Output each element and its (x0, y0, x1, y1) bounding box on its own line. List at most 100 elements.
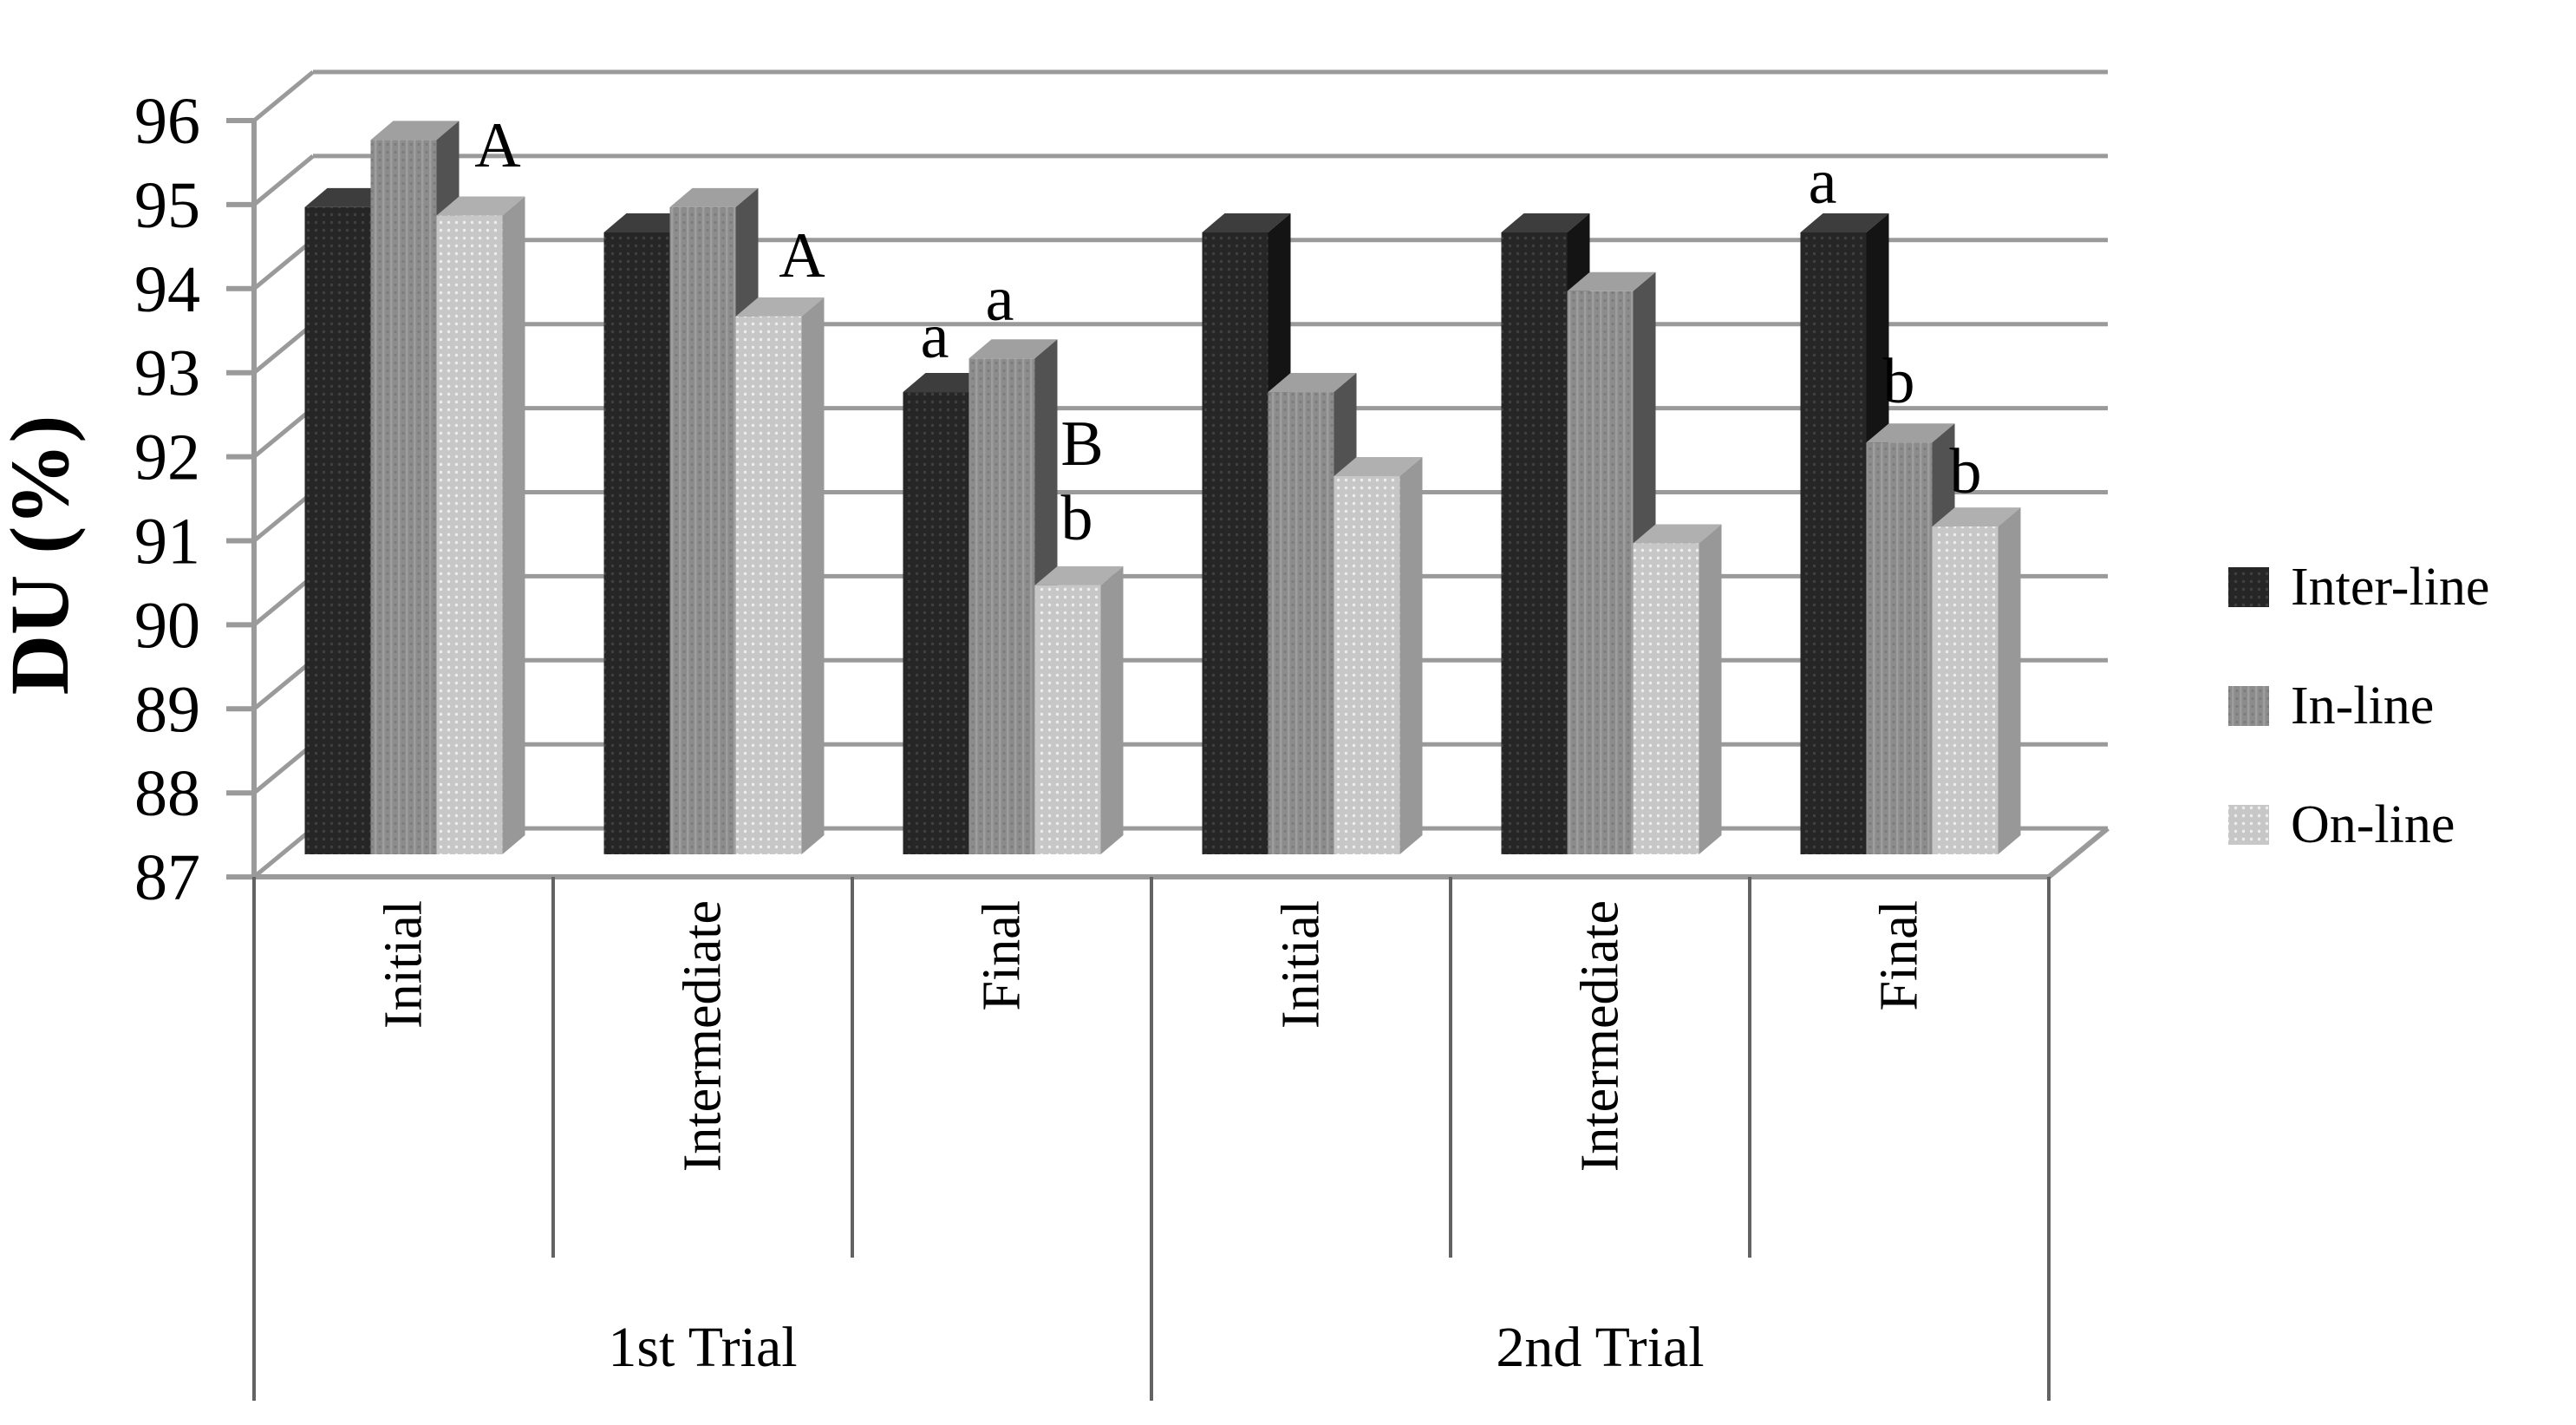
bar-in-line-g6-top (1866, 423, 1955, 443)
legend-label-on-line: On-line (2291, 795, 2455, 854)
bar-inter-line-g1-front (304, 206, 371, 854)
annotation-a-4: a (986, 264, 1014, 335)
y-tick-label-87: 87 (134, 841, 200, 914)
bar-in-line-g3-front (968, 358, 1035, 854)
annotation-b-8: b (1883, 346, 1915, 417)
legend-item-in-line: In-line (2228, 677, 2434, 735)
category-axis: Initial Intermediate Final Initial Intermedi… (252, 877, 2051, 1401)
category-label-initial-4: Initial (1272, 900, 1331, 1029)
legend-label-in-line: In-line (2291, 677, 2434, 735)
bar-in-line-g2-top (669, 187, 759, 207)
category-label-final-6: Final (1870, 900, 1929, 1010)
bar-on-line-g4-front (1334, 475, 1400, 854)
bar-on-line-g5-front (1633, 543, 1699, 854)
bar-on-line-g3-front (1034, 585, 1101, 854)
category-label-intermediate-5: Intermediate (1571, 900, 1630, 1172)
legend-swatch-in-line (2228, 686, 2269, 726)
bar-on-line-g5-top (1633, 524, 1722, 544)
legend: Inter-line In-line On-line (2228, 558, 2489, 854)
annotation-a-7: a (1809, 147, 1837, 218)
bar-inter-line-g2-front (603, 232, 670, 854)
bar-inter-line-g4-front (1202, 232, 1268, 854)
bar-group-6 (1800, 212, 2021, 854)
y-axis-title: DU (%) (0, 415, 86, 696)
bar-in-line-g5-top (1567, 271, 1656, 291)
bar-group-1 (304, 121, 525, 855)
annotation-B-5: B (1060, 409, 1103, 480)
bar-on-line-g4 (1334, 456, 1423, 854)
y-tick-label-92: 92 (134, 422, 200, 494)
gridline-slant-94 (252, 238, 315, 291)
annotation-b-9: b (1950, 436, 1982, 507)
bar-in-line-g5-front (1567, 291, 1634, 854)
y-tick-label-96: 96 (134, 85, 200, 158)
category-label-intermediate-2: Intermediate (674, 900, 733, 1172)
bar-in-line-g1-front (370, 140, 437, 855)
gridline-slant-89 (252, 658, 315, 711)
bar-on-line-g3 (1034, 565, 1124, 854)
bar-on-line-g2-front (735, 316, 802, 855)
bar-inter-line-g3-front (903, 392, 969, 854)
gridline-slant-96 (252, 70, 315, 122)
annotation-A-2: A (779, 220, 825, 291)
gridline-slant-90 (252, 574, 315, 627)
annotation-b-6: b (1061, 483, 1093, 554)
bar-on-line-g3-side (1100, 565, 1124, 854)
bars (304, 121, 2021, 855)
bar-on-line-g1-side (502, 196, 525, 854)
bar-on-line-g2-top (735, 297, 825, 317)
annotation-A-1: A (474, 110, 520, 181)
bar-in-line-g3-top (968, 339, 1058, 359)
bar-on-line-g4-side (1399, 456, 1423, 854)
bar-group-3 (903, 339, 1124, 854)
bar-in-line-g2-front (669, 206, 736, 854)
bar-group-2 (603, 187, 825, 855)
bar-in-line-g4-front (1268, 392, 1334, 854)
bar-on-line-g6-side (1998, 507, 2021, 854)
bar-on-line-g4-top (1334, 456, 1423, 476)
y-tick-label-94: 94 (134, 253, 200, 326)
gridline-slant-91 (252, 490, 315, 543)
category-label-initial-1: Initial (375, 900, 434, 1029)
bar-on-line-g2 (735, 297, 825, 855)
bar-on-line-g5-side (1699, 524, 1722, 854)
legend-swatch-inter-line (2228, 567, 2269, 607)
bar-on-line-g6 (1932, 507, 2021, 854)
gridline-slant-93 (252, 322, 315, 375)
y-tick-label-88: 88 (134, 757, 200, 830)
y-tick-label-95: 95 (134, 169, 200, 242)
bar-on-line-g1 (436, 196, 525, 854)
gridline-slant-87 (252, 827, 315, 879)
bar-on-line-g2-side (801, 297, 825, 855)
bar-on-line-g5 (1633, 524, 1722, 854)
bar-inter-line-g6-top (1800, 212, 1889, 232)
trial-label-1: 1st Trial (608, 1316, 797, 1379)
trial-label-2: 2nd Trial (1496, 1316, 1704, 1379)
y-tick-label-93: 93 (134, 337, 200, 410)
y-tick-label-90: 90 (134, 589, 200, 662)
y-axis: 96 95 94 93 92 91 90 89 88 87 (134, 85, 257, 914)
floor-right-edge (2047, 826, 2110, 879)
bar-group-4 (1202, 212, 1423, 854)
bar-inter-line-g4-top (1202, 212, 1291, 232)
legend-item-inter-line: Inter-line (2228, 558, 2489, 617)
gridline-slant-92 (252, 406, 315, 459)
y-tick-label-89: 89 (134, 673, 200, 746)
bar-group-5 (1501, 212, 1722, 854)
category-label-final-3: Final (973, 900, 1032, 1010)
gridline-slant-95 (252, 154, 315, 206)
bar-in-line-g4-top (1268, 373, 1357, 393)
bar-in-line-g6-front (1866, 442, 1933, 854)
annotation-a-3: a (921, 301, 949, 372)
bar-on-line-g3-top (1034, 565, 1124, 585)
bar-on-line-g6-front (1932, 526, 1999, 854)
bar-inter-line-g5-front (1501, 232, 1568, 854)
bar-on-line-g6-top (1932, 507, 2021, 527)
legend-swatch-on-line (2228, 805, 2269, 845)
bar-inter-line-g5-top (1501, 212, 1590, 232)
bar-in-line-g1-top (370, 121, 460, 141)
legend-item-on-line: On-line (2228, 795, 2455, 854)
bar-on-line-g1-front (436, 215, 503, 854)
